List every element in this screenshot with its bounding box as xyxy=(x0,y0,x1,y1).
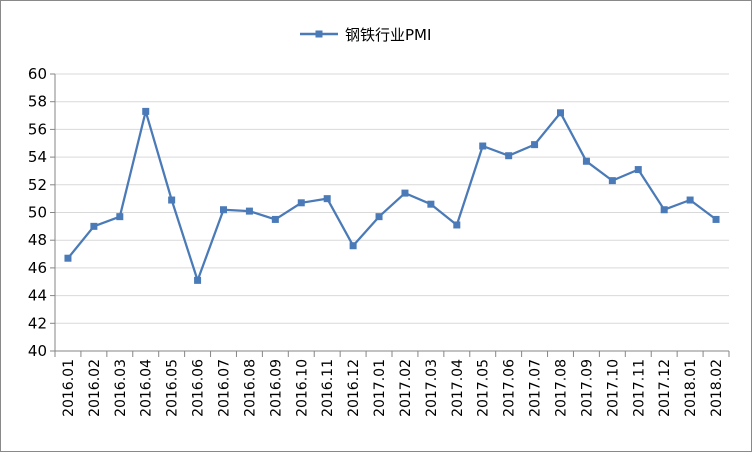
x-tick-label: 2017.05 xyxy=(476,359,492,417)
y-tick-label: 60 xyxy=(28,65,47,83)
x-tick-label: 2017.02 xyxy=(398,359,414,417)
y-tick-label: 54 xyxy=(28,148,47,166)
x-tick-label: 2016.08 xyxy=(242,359,258,417)
data-point-marker xyxy=(582,157,590,165)
x-tick-label: 2017.10 xyxy=(605,359,621,417)
y-tick-label: 56 xyxy=(28,120,47,138)
x-tick-label: 2016.11 xyxy=(320,359,336,417)
series-line xyxy=(67,110,717,282)
data-point-marker xyxy=(245,207,253,215)
data-point-marker xyxy=(401,189,409,197)
data-point-marker xyxy=(116,213,124,221)
data-point-marker xyxy=(479,142,487,150)
data-point-marker xyxy=(427,200,435,208)
x-tick-label: 2016.02 xyxy=(87,359,103,417)
data-point-marker xyxy=(349,242,357,250)
x-tick-label: 2016.10 xyxy=(294,359,310,417)
x-tick-label: 2016.01 xyxy=(61,359,77,417)
x-tick-label: 2016.09 xyxy=(268,359,284,417)
x-tick-label: 2017.12 xyxy=(657,359,673,417)
y-tick-label: 50 xyxy=(28,204,47,222)
data-point-marker xyxy=(142,107,150,115)
y-tick-label: 44 xyxy=(28,287,47,305)
x-tick-label: 2016.07 xyxy=(217,359,233,417)
y-tick-label: 52 xyxy=(28,176,47,194)
data-point-marker xyxy=(634,166,642,174)
y-tick-label: 40 xyxy=(28,342,47,360)
x-tick-label: 2016.06 xyxy=(191,359,207,417)
y-tick-label: 58 xyxy=(28,93,47,111)
data-point-marker xyxy=(323,195,331,203)
data-point-marker xyxy=(712,215,720,223)
data-point-marker xyxy=(505,152,513,160)
y-axis-ticks: 40 42 44 46 48 50 52 54 56 58 60 xyxy=(28,65,47,360)
data-point-marker xyxy=(271,215,279,223)
x-tick-label: 2018.01 xyxy=(683,359,699,417)
data-point-marker xyxy=(453,221,461,229)
data-point-marker xyxy=(557,109,564,117)
x-tick-label: 2017.01 xyxy=(372,359,388,417)
x-axis-ticks: 2016.01 2016.02 2016.03 2016.04 2016.05 2016.… xyxy=(61,359,725,417)
x-tick-label: 2016.03 xyxy=(113,359,129,417)
data-point-marker xyxy=(220,206,227,214)
data-point-marker xyxy=(531,141,539,149)
x-tick-label: 2016.04 xyxy=(139,359,155,417)
x-tick-label: 2017.04 xyxy=(450,359,466,417)
legend-label: 钢铁行业PMI xyxy=(345,26,431,44)
data-point-marker xyxy=(64,254,72,262)
x-tick-label: 2017.09 xyxy=(579,359,595,417)
x-tick-label: 2017.03 xyxy=(424,359,440,417)
data-point-marker xyxy=(375,213,383,221)
x-tick-label: 2016.05 xyxy=(165,359,181,417)
x-tick-label: 2016.12 xyxy=(346,359,362,417)
x-tick-label: 2017.11 xyxy=(631,359,647,417)
x-tick-label: 2018.02 xyxy=(709,359,725,417)
x-tick-label: 2017.08 xyxy=(554,359,570,417)
gridlines xyxy=(55,73,729,324)
legend: 钢铁行业PMI xyxy=(300,26,431,44)
axes xyxy=(50,73,730,357)
y-tick-label: 46 xyxy=(28,259,47,277)
y-tick-label: 48 xyxy=(28,231,47,249)
data-point-marker xyxy=(168,196,176,204)
data-point-marker xyxy=(660,206,668,214)
data-point-marker xyxy=(90,222,98,230)
legend-square-marker-icon xyxy=(315,30,323,38)
data-point-marker xyxy=(608,177,616,185)
x-tick-label: 2017.06 xyxy=(502,359,518,417)
data-point-marker xyxy=(297,199,305,207)
x-tick-label: 2017.07 xyxy=(528,359,544,417)
data-point-marker xyxy=(194,276,202,284)
data-point-marker xyxy=(686,196,694,204)
y-tick-label: 42 xyxy=(28,314,47,332)
series-group xyxy=(64,107,720,284)
